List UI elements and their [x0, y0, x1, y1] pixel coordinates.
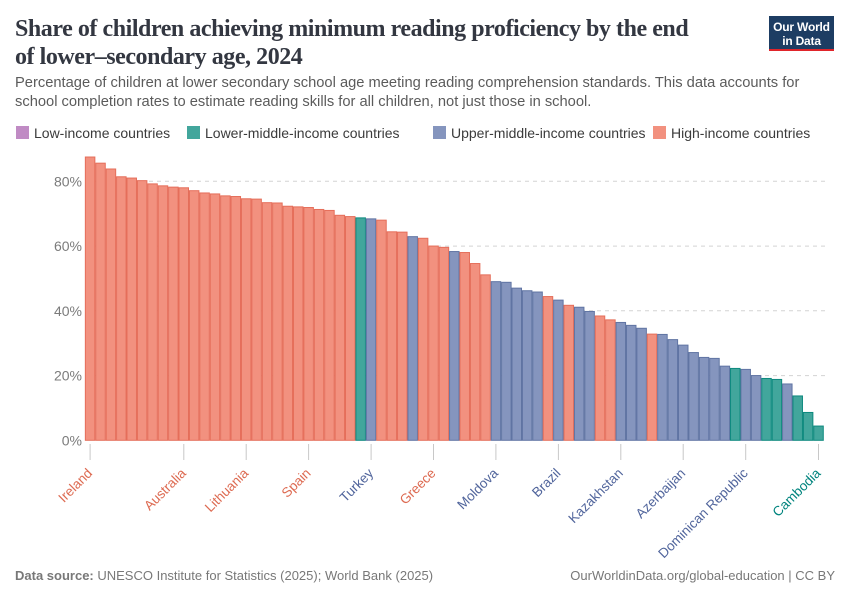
svg-text:Ireland: Ireland — [55, 466, 95, 506]
svg-text:40%: 40% — [54, 303, 82, 319]
svg-text:Greece: Greece — [397, 466, 439, 508]
svg-text:20%: 20% — [54, 368, 82, 384]
svg-text:Brazil: Brazil — [529, 466, 563, 500]
svg-text:Cambodia: Cambodia — [769, 465, 823, 519]
svg-text:Moldova: Moldova — [454, 465, 501, 512]
svg-text:Azerbaijan: Azerbaijan — [633, 466, 689, 522]
svg-text:Australia: Australia — [141, 465, 189, 513]
svg-text:80%: 80% — [54, 173, 82, 189]
svg-text:Turkey: Turkey — [337, 465, 377, 505]
svg-text:Spain: Spain — [279, 466, 314, 501]
svg-text:60%: 60% — [54, 238, 82, 254]
svg-text:Lithuania: Lithuania — [202, 465, 252, 515]
svg-text:Kazakhstan: Kazakhstan — [565, 466, 625, 526]
svg-text:0%: 0% — [62, 432, 82, 448]
